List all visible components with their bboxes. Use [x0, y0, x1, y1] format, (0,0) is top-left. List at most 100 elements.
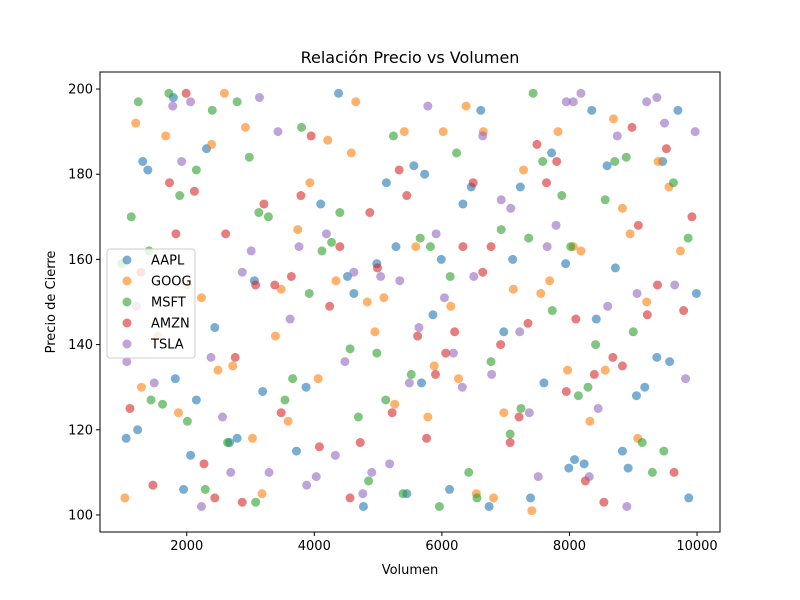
data-point-msft-35	[445, 271, 455, 281]
data-point-tsla-20	[330, 450, 340, 460]
data-point-msft-7	[182, 416, 192, 426]
data-point-msft-24	[345, 344, 355, 354]
x-axis-label: Volumen	[382, 563, 439, 578]
data-point-amzn-10	[230, 352, 240, 362]
data-point-tsla-52	[622, 501, 632, 511]
data-point-msft-32	[415, 233, 425, 243]
data-point-goog-18	[293, 225, 303, 235]
data-point-goog-28	[390, 399, 400, 409]
series-goog	[120, 88, 685, 516]
data-point-amzn-4	[171, 229, 181, 239]
data-point-aapl-25	[409, 161, 419, 171]
data-point-tsla-23	[358, 489, 368, 499]
data-point-tsla-47	[576, 88, 586, 98]
data-point-msft-43	[524, 233, 534, 243]
y-tick-label: 200	[68, 83, 93, 98]
data-point-tsla-53	[632, 288, 642, 298]
data-point-aapl-28	[428, 310, 438, 320]
data-point-amzn-7	[199, 459, 209, 469]
data-point-goog-5	[173, 408, 183, 418]
data-point-amzn-15	[276, 408, 286, 418]
data-point-tsla-58	[681, 374, 691, 384]
data-point-tsla-59	[690, 127, 700, 137]
data-point-msft-5	[164, 88, 174, 98]
data-point-tsla-46	[568, 97, 578, 107]
data-point-aapl-49	[617, 446, 627, 456]
data-point-msft-15	[254, 208, 264, 218]
data-point-amzn-45	[561, 386, 571, 396]
data-point-msft-29	[388, 131, 398, 141]
data-point-goog-36	[461, 101, 471, 111]
data-point-amzn-43	[542, 178, 551, 188]
data-point-aapl-9	[210, 323, 220, 333]
data-point-goog-30	[411, 242, 421, 252]
data-point-tsla-21	[340, 357, 350, 367]
data-point-aapl-0	[121, 433, 131, 443]
data-point-tsla-40	[515, 327, 525, 337]
y-tick-label: 160	[68, 253, 93, 268]
data-point-aapl-47	[602, 161, 612, 171]
data-point-tsla-57	[670, 280, 680, 290]
data-point-amzn-36	[478, 267, 488, 277]
data-point-goog-43	[527, 506, 537, 516]
data-point-amzn-0	[125, 403, 135, 413]
data-point-tsla-28	[404, 378, 414, 388]
data-point-tsla-42	[533, 472, 543, 482]
data-point-aapl-31	[458, 199, 468, 209]
data-point-amzn-26	[387, 408, 397, 418]
series-tsla	[122, 88, 700, 511]
data-point-goog-0	[120, 493, 130, 503]
data-point-msft-33	[425, 242, 435, 252]
data-point-aapl-46	[591, 314, 601, 324]
data-point-amzn-56	[661, 144, 671, 154]
data-point-aapl-2	[143, 165, 153, 175]
data-point-amzn-24	[365, 208, 375, 218]
data-point-amzn-42	[532, 139, 542, 149]
data-point-tsla-36	[478, 131, 488, 141]
data-point-msft-22	[327, 237, 337, 247]
data-point-aapl-37	[515, 182, 525, 192]
data-point-goog-20	[313, 374, 323, 384]
data-point-amzn-27	[394, 165, 404, 175]
data-point-msft-9	[200, 484, 210, 494]
data-point-msft-56	[637, 438, 647, 448]
data-point-aapl-7	[191, 395, 201, 405]
series-aapl	[121, 88, 701, 511]
data-point-aapl-11	[232, 433, 242, 443]
data-point-tsla-19	[321, 229, 331, 239]
data-point-aapl-30	[445, 484, 455, 494]
data-point-goog-9	[213, 365, 223, 375]
data-point-aapl-5	[179, 484, 189, 494]
data-point-goog-40	[499, 408, 509, 418]
data-point-amzn-34	[458, 242, 468, 252]
data-point-tsla-0	[122, 357, 132, 367]
data-point-goog-39	[489, 493, 499, 503]
data-point-amzn-39	[505, 438, 515, 448]
data-point-aapl-51	[631, 391, 641, 401]
data-point-amzn-29	[413, 331, 423, 341]
data-point-amzn-30	[422, 433, 432, 443]
x-tick-label: 8000	[553, 539, 586, 554]
data-point-aapl-39	[539, 378, 549, 388]
plot-area-frame	[99, 71, 721, 533]
data-point-goog-57	[653, 156, 663, 166]
data-point-tsla-30	[423, 101, 433, 111]
data-point-aapl-20	[358, 501, 368, 511]
data-point-goog-49	[576, 246, 586, 256]
chart-title: Relación Precio vs Volumen	[301, 48, 520, 67]
data-point-amzn-11	[237, 497, 247, 507]
legend-marker-amzn	[122, 318, 132, 328]
data-point-msft-25	[353, 412, 363, 422]
data-point-msft-47	[557, 191, 567, 201]
data-point-amzn-49	[599, 497, 609, 507]
data-point-msft-27	[372, 348, 382, 358]
data-point-msft-12	[232, 97, 242, 107]
data-point-tsla-33	[448, 348, 458, 358]
data-point-goog-2	[136, 382, 146, 392]
legend-marker-aapl	[122, 255, 132, 265]
data-point-tsla-50	[603, 301, 613, 311]
data-point-tsla-27	[395, 276, 405, 286]
data-point-aapl-29	[436, 254, 446, 264]
data-point-msft-10	[207, 105, 217, 115]
